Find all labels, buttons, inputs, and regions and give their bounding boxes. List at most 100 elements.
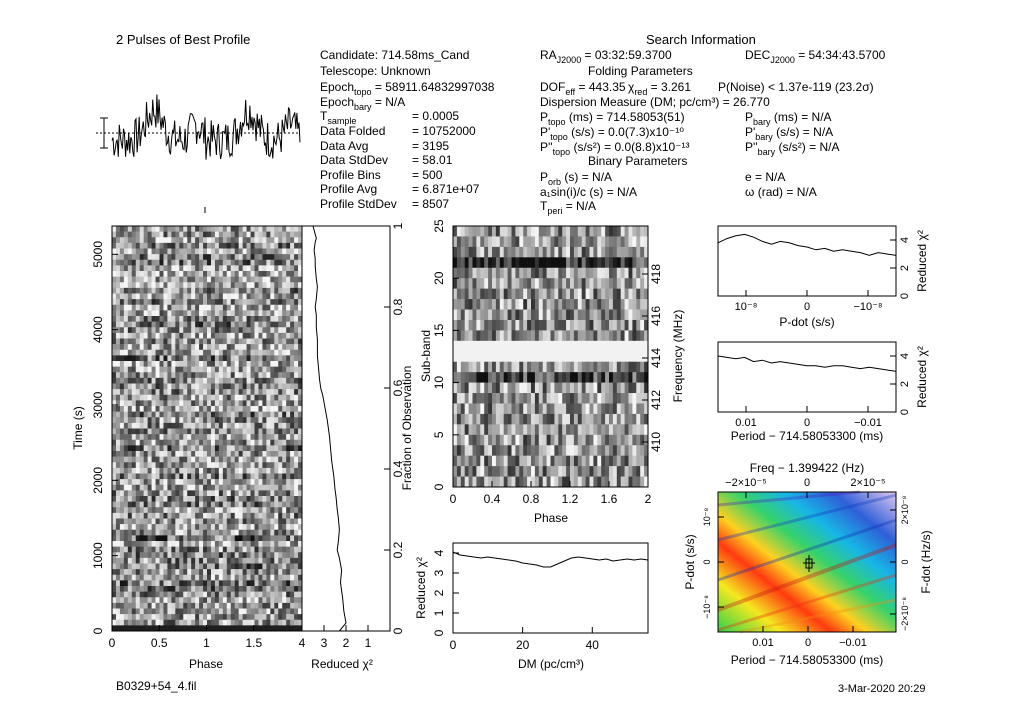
subband-freq-label: Frequency (MHz) [671, 310, 685, 403]
asini: a₁sin(i)/c (s) = N/A [540, 185, 637, 199]
period-chi-line [717, 355, 897, 372]
candidate: Candidate: 714.58ms_Cand [320, 48, 469, 62]
time-chi-y-tick-1: 0.2 [391, 541, 405, 558]
ppdot-x-tick-2: −0.01 [839, 637, 867, 649]
ppdot-y-tick-2: −10⁻⁸ [702, 595, 712, 619]
time-chi-y-tick-4: 0.8 [391, 298, 405, 315]
ppdot-y2label: F-dot (Hz/s) [919, 530, 933, 593]
pd-x-tick-1: 0 [804, 301, 810, 313]
subband-y-tick-5: 25 [432, 219, 446, 233]
ppdot-x2-tick-1: 0 [804, 477, 810, 489]
ppdot-x-tick-0: 0.01 [752, 637, 773, 649]
time-chi-y-tick-5: 1 [391, 222, 405, 229]
time-phase-y-tick-1: 1000 [91, 542, 105, 569]
subband-xlabel: Phase [534, 511, 568, 525]
best-fit-marker [803, 555, 815, 572]
subband-x-tick-0: 0 [450, 492, 457, 506]
subband-y-tick-3: 15 [432, 323, 446, 337]
svg-text:= 8507: = 8507 [412, 197, 449, 211]
time-chi-x-tick-2: 2 [343, 636, 350, 650]
svg-text:= 0.0005: = 0.0005 [412, 109, 459, 123]
subband-y-tick-1: 5 [432, 431, 446, 438]
subband-freq-tick-3: 416 [649, 306, 663, 326]
subband-freq-tick-0: 410 [649, 432, 663, 452]
time-chi-x-tick-3: 1 [365, 636, 372, 650]
subband-y-tick-0: 0 [432, 483, 446, 490]
filename: B0329+54_4.fil [116, 679, 196, 693]
time-phase-x-tick-0: 0 [109, 636, 116, 650]
svg-text:Data Avg: Data Avg [320, 139, 368, 153]
pulse-profile-line [111, 94, 301, 160]
dm-x-tick-1: 20 [516, 638, 530, 652]
pr-y-tick-0: 0 [899, 409, 911, 415]
ppdot-y2-tick-0: −2×10⁻⁸ [900, 597, 910, 631]
svg-text:Data StdDev: Data StdDev [320, 153, 388, 167]
time-phase-x-tick-3: 1.5 [245, 636, 262, 650]
time-phase-axes: 0 0.5 1 1.5 0 1000 2000 3000 4000 5000 Phase Time (… [71, 241, 262, 671]
pulse-profile-plot [96, 94, 301, 213]
subband-x-tick-4: 1.6 [601, 492, 618, 506]
ra: RAJ2000 = 03:32:59.3700 [540, 48, 672, 65]
p-topo: Ptopo (ms) = 714.58053(51) [540, 110, 685, 127]
eccentricity: e = N/A [745, 170, 785, 184]
ppdot-y-tick-1: 0 [702, 559, 712, 564]
dec: DECJ2000 = 54:34:43.5700 [745, 48, 886, 65]
pr-x-tick-1: 0 [804, 417, 810, 429]
period-chi-axes: 0.01 0 −0.01 0 2 4 Period − 714.58053300 (ms) R… [731, 346, 929, 443]
svg-text:= 58.01: = 58.01 [412, 153, 453, 167]
p-pdot-colormap [718, 492, 896, 632]
ppdot-x-tick-1: 0 [805, 637, 811, 649]
p-orb: Porb (s) = N/A [540, 170, 612, 187]
time-phase-y-tick-0: 0 [91, 627, 105, 634]
pr-ylabel: Reduced χ² [915, 346, 929, 408]
pd-x-tick-2: −10⁻⁸ [853, 301, 882, 313]
profile-title: 2 Pulses of Best Profile [116, 32, 250, 47]
subband-x-tick-2: 0.8 [523, 492, 540, 506]
subband-axes: 0 0.4 0.8 1.2 1.6 20510152025410412414416418P… [419, 219, 685, 525]
svg-text:Profile StdDev: Profile StdDev [320, 197, 397, 211]
time-chi-ylabel: Fraction of Observation [400, 366, 414, 491]
folding-params-title: Folding Parameters [588, 64, 693, 78]
ppdot-x2-tick-2: 2×10⁻⁵ [850, 477, 885, 489]
svg-text:= 10752000: = 10752000 [412, 124, 476, 138]
pdot-chi-axes: 10⁻⁸ 0 −10⁻⁸ 0 2 4 P-dot (s/s) Reduced χ² [735, 230, 929, 329]
dm-chi-axes: 0 20 40 0 1 2 3 4 DM (pc/cm³) Reduced χ² [414, 549, 599, 671]
dispersion-measure: Dispersion Measure (DM; pc/cm³) = 26.770 [540, 95, 770, 109]
pr-xlabel: Period − 714.58053300 (ms) [731, 429, 883, 443]
time-phase-x-tick-2: 1 [203, 636, 210, 650]
ppdot-xlabel: Period − 714.58053300 (ms) [731, 653, 883, 667]
dm-chi-line [452, 551, 649, 568]
candidate-info: Candidate: 714.58ms_Cand Telescope: Unkn… [320, 48, 886, 216]
pdot-chi-line [717, 233, 897, 256]
subband-x-tick-1: 0.4 [484, 492, 501, 506]
period-chi-frame [717, 341, 897, 413]
ppdot-y2-tick-1: 0 [900, 559, 910, 564]
subband-frame [452, 225, 649, 488]
time-chi-frame [301, 225, 391, 632]
binary-params-title: Binary Parameters [588, 154, 687, 168]
time-phase-xlabel: Phase [189, 657, 223, 671]
time-chi-y-tick-3: 0.6 [391, 379, 405, 396]
subband-y-tick-2: 10 [432, 376, 446, 390]
time-phase-y-tick-3: 3000 [91, 391, 105, 418]
subband-freq-tick-4: 418 [649, 264, 663, 284]
pd-y-tick-2: 4 [899, 237, 911, 243]
ppdot-y-tick-0: 10⁻⁸ [702, 508, 712, 527]
dm-y-tick-1: 1 [432, 609, 446, 616]
p-pdot-stripes [717, 490, 897, 634]
dof: DOFeff = 443.35 [540, 80, 626, 97]
dm-y-tick-3: 3 [432, 569, 446, 576]
epoch-bary: Epochbary = N/A [320, 95, 405, 112]
time-chi-axes: 4 3 2 1 0 0.2 0.4 0.6 0.8 1 Reduced χ² Fraction of … [299, 222, 414, 671]
pd-ylabel: Reduced χ² [915, 230, 929, 292]
tsample: Tsample [320, 109, 356, 126]
p-noise: P(Noise) < 1.37e-119 (23.2σ) [718, 80, 874, 94]
subband-x-tick-3: 1.2 [562, 492, 579, 506]
ppdot-y2-tick-2: 2×10⁻⁸ [900, 495, 910, 524]
time-chi-y-tick-2: 0.4 [391, 460, 405, 477]
pdot-bary: P'bary (s/s) = N/A [745, 125, 833, 142]
pd-y-tick-1: 2 [899, 265, 911, 271]
dm-y-tick-0: 0 [432, 629, 446, 636]
subband-freq-tick-2: 414 [649, 348, 663, 368]
